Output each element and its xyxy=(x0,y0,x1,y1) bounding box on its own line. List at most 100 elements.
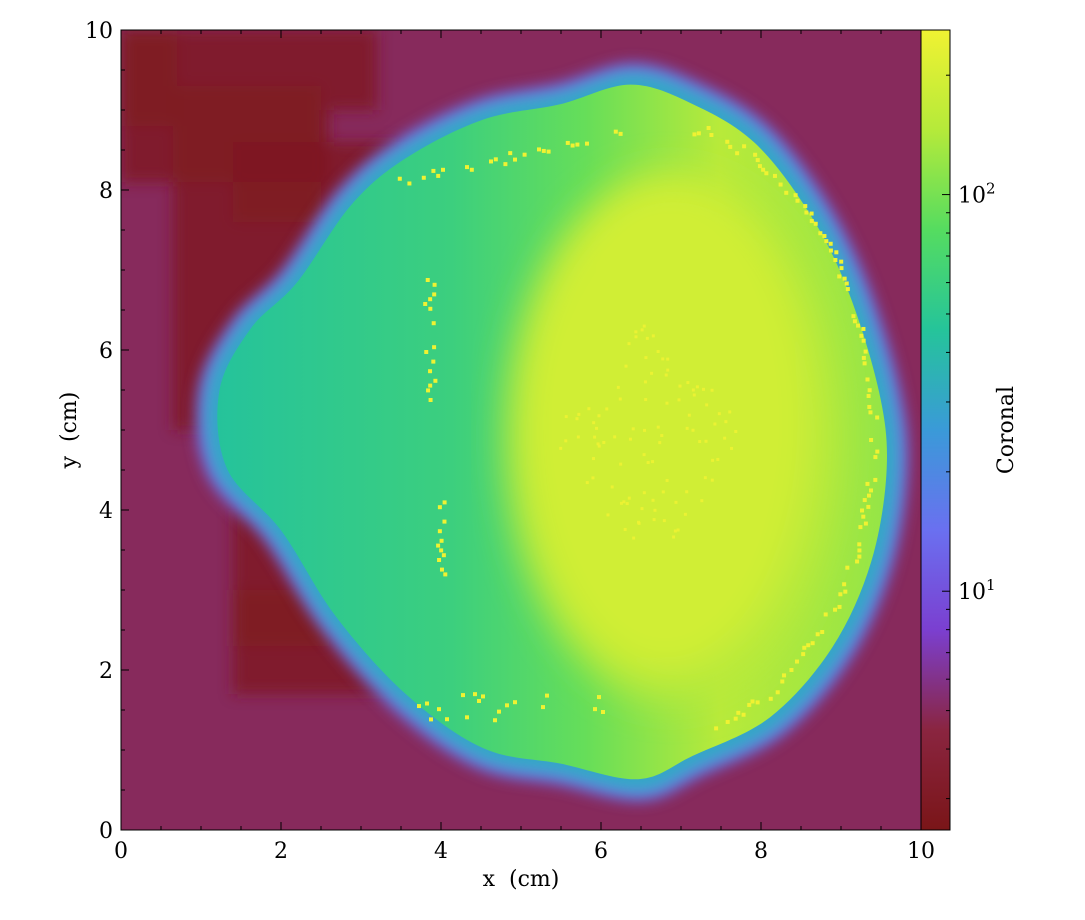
speckle xyxy=(602,440,606,444)
y-tick-label: 4 xyxy=(99,499,113,524)
speckle xyxy=(432,282,437,287)
speckle xyxy=(858,525,863,530)
speckle xyxy=(613,129,618,134)
speckle xyxy=(465,165,469,170)
speckle xyxy=(753,152,758,157)
speckle xyxy=(661,357,665,361)
colorbar xyxy=(920,29,951,831)
speckle xyxy=(439,548,444,553)
speckle xyxy=(489,159,493,164)
speckle xyxy=(425,278,430,282)
speckle xyxy=(716,457,720,461)
x-axis: 0 2 4 6 8 10 xyxy=(114,30,935,864)
speckle xyxy=(619,462,623,466)
speckle xyxy=(593,435,597,439)
speckle xyxy=(685,490,689,494)
y-axis: 0 2 4 6 8 10 xyxy=(85,19,129,844)
speckle xyxy=(700,499,704,503)
speckle xyxy=(683,512,687,516)
speckle xyxy=(439,567,444,572)
speckle xyxy=(764,171,769,176)
speckle xyxy=(619,501,623,505)
speckle xyxy=(596,442,600,446)
speckle xyxy=(643,428,647,432)
speckle xyxy=(436,173,441,178)
speckle xyxy=(728,410,732,414)
speckle xyxy=(597,444,601,448)
speckle xyxy=(839,266,844,271)
speckle xyxy=(417,704,421,709)
speckle xyxy=(837,604,842,609)
speckle xyxy=(810,641,815,646)
speckle xyxy=(844,281,849,286)
speckle xyxy=(735,151,740,156)
speckle xyxy=(441,167,445,172)
speckle xyxy=(505,703,509,708)
speckle xyxy=(857,548,862,553)
speckle xyxy=(838,592,843,597)
speckle xyxy=(725,139,730,144)
speckle xyxy=(861,514,866,519)
speckle xyxy=(695,385,699,389)
speckle xyxy=(857,542,862,547)
speckle xyxy=(865,377,870,382)
speckle xyxy=(610,485,614,489)
speckle xyxy=(627,342,631,346)
speckle xyxy=(828,248,833,253)
speckle xyxy=(636,520,640,524)
speckle xyxy=(606,513,610,517)
speckle xyxy=(634,335,638,339)
core-inner xyxy=(521,174,809,670)
speckle xyxy=(660,434,664,438)
speckle xyxy=(768,696,773,701)
speckle xyxy=(855,559,860,564)
dark-region-block xyxy=(121,30,177,126)
speckle xyxy=(537,147,541,152)
speckle xyxy=(397,176,402,181)
speckle xyxy=(866,493,871,498)
speckle xyxy=(595,426,599,430)
speckle xyxy=(651,460,655,464)
speckle xyxy=(710,478,714,482)
speckle xyxy=(672,535,676,539)
speckle xyxy=(428,398,433,402)
speckle xyxy=(734,430,738,434)
speckle xyxy=(875,415,880,420)
speckle xyxy=(441,553,446,558)
speckle xyxy=(634,330,638,334)
speckle xyxy=(861,326,866,331)
speckle xyxy=(613,435,617,439)
x-tick-label: 10 xyxy=(907,839,935,864)
speckle xyxy=(601,709,605,714)
speckle xyxy=(676,528,680,532)
speckle xyxy=(818,231,823,236)
speckle xyxy=(437,505,442,510)
speckle xyxy=(733,716,738,721)
speckle xyxy=(424,350,429,354)
speckle xyxy=(522,152,527,157)
speckle xyxy=(592,421,596,425)
speckle xyxy=(545,693,549,698)
speckle xyxy=(862,498,867,503)
speckle xyxy=(705,403,709,407)
speckle xyxy=(863,521,868,526)
speckle xyxy=(736,710,741,715)
speckle xyxy=(696,131,701,136)
speckle xyxy=(632,536,636,540)
speckle xyxy=(750,699,755,704)
speckle xyxy=(503,162,508,167)
speckle xyxy=(714,726,719,731)
speckle xyxy=(845,287,850,292)
speckle xyxy=(437,707,441,712)
speckle xyxy=(824,239,829,244)
speckle xyxy=(465,715,469,720)
speckle xyxy=(815,632,820,637)
speckle xyxy=(845,565,850,570)
speckle xyxy=(428,369,433,374)
speckle xyxy=(461,693,465,698)
colorbar-label: Coronal xyxy=(994,386,1019,474)
speckle xyxy=(859,333,864,338)
speckle xyxy=(866,393,871,398)
speckle xyxy=(686,381,690,385)
